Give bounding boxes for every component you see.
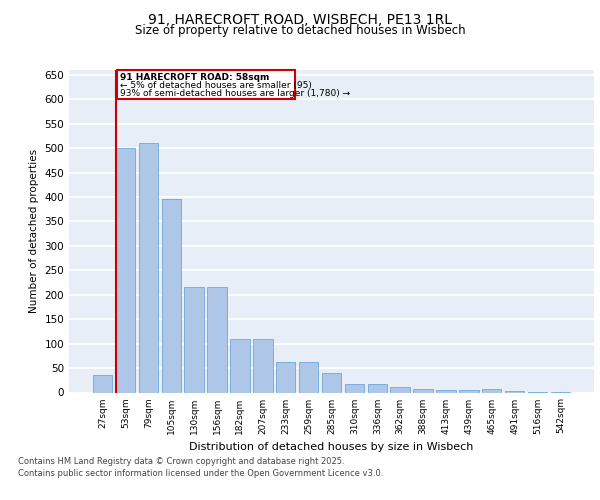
Bar <box>253 339 272 392</box>
Bar <box>391 386 410 392</box>
Y-axis label: Number of detached properties: Number of detached properties <box>29 149 39 314</box>
Bar <box>230 339 250 392</box>
Text: Contains public sector information licensed under the Open Government Licence v3: Contains public sector information licen… <box>18 469 383 478</box>
Bar <box>436 390 455 392</box>
Bar <box>139 144 158 392</box>
Bar <box>344 384 364 392</box>
Text: 93% of semi-detached houses are larger (1,780) →: 93% of semi-detached houses are larger (… <box>120 89 350 98</box>
Text: ← 5% of detached houses are smaller (95): ← 5% of detached houses are smaller (95) <box>120 81 312 90</box>
Bar <box>208 288 227 393</box>
Bar <box>368 384 387 392</box>
Text: Size of property relative to detached houses in Wisbech: Size of property relative to detached ho… <box>134 24 466 37</box>
Text: Contains HM Land Registry data © Crown copyright and database right 2025.: Contains HM Land Registry data © Crown c… <box>18 458 344 466</box>
Bar <box>413 388 433 392</box>
Bar <box>161 200 181 392</box>
Bar <box>482 388 502 392</box>
Bar <box>299 362 319 392</box>
Text: 91, HARECROFT ROAD, WISBECH, PE13 1RL: 91, HARECROFT ROAD, WISBECH, PE13 1RL <box>148 12 452 26</box>
Bar <box>116 148 135 392</box>
Bar <box>459 390 479 392</box>
Bar <box>322 373 341 392</box>
Bar <box>184 288 204 393</box>
FancyBboxPatch shape <box>117 70 295 99</box>
X-axis label: Distribution of detached houses by size in Wisbech: Distribution of detached houses by size … <box>190 442 473 452</box>
Bar <box>505 391 524 392</box>
Bar <box>93 376 112 392</box>
Text: 91 HARECROFT ROAD: 58sqm: 91 HARECROFT ROAD: 58sqm <box>120 74 269 82</box>
Bar <box>276 362 295 392</box>
